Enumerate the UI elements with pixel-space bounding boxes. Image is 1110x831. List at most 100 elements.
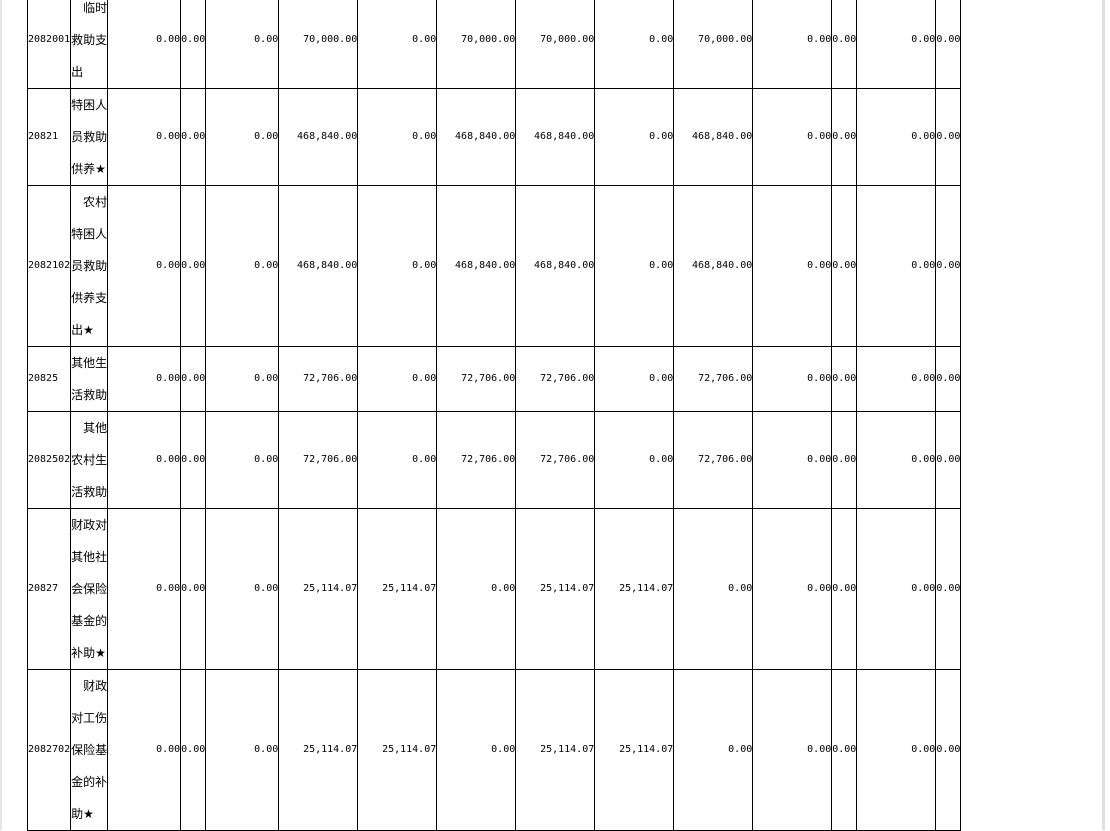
amount-cell: 468,840.00: [278, 185, 359, 347]
amount-cell: 0.00: [935, 0, 962, 89]
table-row: 20827 财政对其他社会保险基金的补助★ 0.00 0.00 0.00 25,114.0…: [26, 508, 962, 670]
amount-cell: 0.00: [673, 669, 754, 831]
amount-cell: 0.00: [673, 508, 754, 670]
amount-cell: 0.00: [357, 346, 438, 412]
amount-cell: 0.00: [205, 508, 280, 670]
amount-cell: 0.00: [594, 346, 675, 412]
amount-cell: 0.00: [935, 411, 962, 509]
amount-cell: 72,706.00: [515, 411, 596, 509]
amount-cell: 0.00: [594, 88, 675, 186]
subject-code: 2082502: [26, 411, 72, 509]
page-edge-left: [0, 0, 2, 830]
amount-cell: 0.00: [357, 411, 438, 509]
amount-cell: 468,840.00: [515, 185, 596, 347]
amount-cell: 25,114.07: [594, 508, 675, 670]
amount-cell: 25,114.07: [515, 508, 596, 670]
amount-cell: 0.00: [107, 669, 182, 831]
amount-cell: 468,840.00: [673, 88, 754, 186]
amount-cell: 0.00: [831, 185, 858, 347]
subject-code: 20827: [26, 508, 72, 670]
amount-cell: 0.00: [180, 346, 207, 412]
table-row: 2082702 财政对工伤保险基金的补助★ 0.00 0.00 0.00 25,114.0…: [26, 669, 962, 831]
amount-cell: 70,000.00: [515, 0, 596, 89]
amount-cell: 0.00: [357, 0, 438, 89]
amount-cell: 0.00: [935, 346, 962, 412]
amount-cell: 0.00: [107, 508, 182, 670]
table-row: 2082001 临时救助支出 0.00 0.00 0.00 70,000.00 0.00 70…: [26, 0, 962, 89]
amount-cell: 0.00: [752, 185, 833, 347]
table-row: 20821 特困人员救助供养★ 0.00 0.00 0.00 468,840.00 0.00…: [26, 88, 962, 186]
amount-cell: 0.00: [205, 669, 280, 831]
amount-cell: 0.00: [831, 0, 858, 89]
amount-cell: 0.00: [856, 185, 937, 347]
amount-cell: 0.00: [831, 88, 858, 186]
amount-cell: 72,706.00: [673, 346, 754, 412]
subject-name: 财政对工伤保险基金的补助★: [70, 669, 109, 831]
amount-cell: 0.00: [935, 669, 962, 831]
amount-cell: 72,706.00: [278, 411, 359, 509]
amount-cell: 0.00: [107, 88, 182, 186]
amount-cell: 0.00: [107, 346, 182, 412]
amount-cell: 0.00: [205, 0, 280, 89]
amount-cell: 0.00: [594, 411, 675, 509]
table-row: 20825 其他生活救助 0.00 0.00 0.00 72,706.00 0.00 72,7…: [26, 346, 962, 412]
amount-cell: 468,840.00: [673, 185, 754, 347]
amount-cell: 72,706.00: [436, 346, 517, 412]
subject-code: 20825: [26, 346, 72, 412]
amount-cell: 0.00: [436, 508, 517, 670]
subject-name: 财政对其他社会保险基金的补助★: [70, 508, 109, 670]
amount-cell: 0.00: [935, 185, 962, 347]
amount-cell: 0.00: [856, 508, 937, 670]
subject-name: 临时救助支出: [70, 0, 109, 89]
amount-cell: 0.00: [856, 669, 937, 831]
amount-cell: 0.00: [752, 508, 833, 670]
amount-cell: 0.00: [752, 346, 833, 412]
table-row: 2082102 农村特困人员救助供养支出★ 0.00 0.00 0.00 468,840.…: [26, 185, 962, 347]
subject-code: 2082702: [26, 669, 72, 831]
amount-cell: 72,706.00: [278, 346, 359, 412]
amount-cell: 70,000.00: [278, 0, 359, 89]
amount-cell: 70,000.00: [673, 0, 754, 89]
amount-cell: 0.00: [180, 0, 207, 89]
subject-name: 其他生活救助: [70, 346, 109, 412]
amount-cell: 0.00: [357, 185, 438, 347]
amount-cell: 468,840.00: [436, 185, 517, 347]
amount-cell: 0.00: [831, 669, 858, 831]
amount-cell: 25,114.07: [278, 508, 359, 670]
table-row: 2082502 其他农村生活救助 0.00 0.00 0.00 72,706.00 0.00…: [26, 411, 962, 509]
subject-code: 20821: [26, 88, 72, 186]
amount-cell: 0.00: [180, 411, 207, 509]
amount-cell: 0.00: [107, 0, 182, 89]
subject-code: 2082102: [26, 185, 72, 347]
amount-cell: 0.00: [752, 0, 833, 89]
amount-cell: 72,706.00: [436, 411, 517, 509]
amount-cell: 0.00: [856, 346, 937, 412]
amount-cell: 0.00: [752, 88, 833, 186]
amount-cell: 0.00: [594, 0, 675, 89]
amount-cell: 468,840.00: [436, 88, 517, 186]
amount-cell: 0.00: [205, 411, 280, 509]
amount-cell: 0.00: [205, 185, 280, 347]
amount-cell: 0.00: [831, 346, 858, 412]
amount-cell: 25,114.07: [515, 669, 596, 831]
amount-cell: 0.00: [856, 88, 937, 186]
amount-cell: 0.00: [831, 411, 858, 509]
amount-cell: 0.00: [831, 508, 858, 670]
amount-cell: 25,114.07: [278, 669, 359, 831]
amount-cell: 0.00: [856, 411, 937, 509]
subject-name: 特困人员救助供养★: [70, 88, 109, 186]
amount-cell: 0.00: [752, 669, 833, 831]
amount-cell: 72,706.00: [673, 411, 754, 509]
amount-cell: 468,840.00: [515, 88, 596, 186]
subject-code: 2082001: [26, 0, 72, 89]
amount-cell: 0.00: [205, 88, 280, 186]
budget-table: 2082001 临时救助支出 0.00 0.00 0.00 70,000.00 0.00 70…: [26, 0, 962, 831]
amount-cell: 25,114.07: [594, 669, 675, 831]
amount-cell: 0.00: [180, 88, 207, 186]
amount-cell: 25,114.07: [357, 508, 438, 670]
amount-cell: 70,000.00: [436, 0, 517, 89]
amount-cell: 0.00: [935, 508, 962, 670]
amount-cell: 0.00: [205, 346, 280, 412]
amount-cell: 25,114.07: [357, 669, 438, 831]
amount-cell: 0.00: [107, 411, 182, 509]
